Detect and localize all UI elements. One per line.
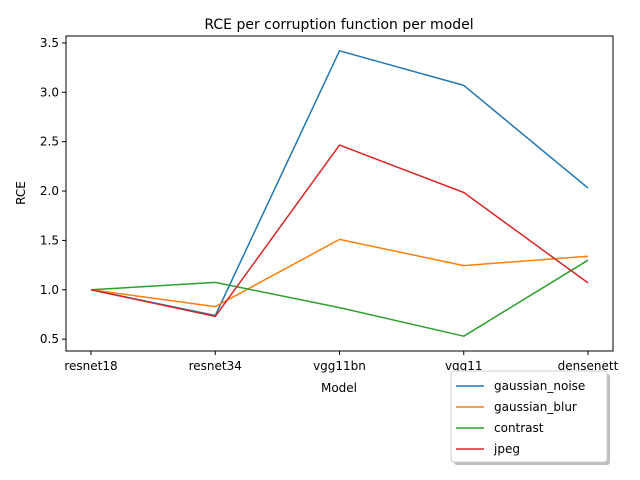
x-axis: resnet18 resnet34 vgg11bn vgg11 densenett — [64, 351, 619, 373]
y-tick-label: 3.0 — [40, 85, 59, 99]
y-tick-label: 2.0 — [40, 184, 59, 198]
legend-label: contrast — [494, 421, 544, 435]
chart-title: RCE per corruption function per model — [204, 17, 473, 33]
series-line-gaussian-noise — [90, 50, 589, 317]
legend: gaussian_noise gaussian_blur contrast jpeg — [450, 370, 610, 465]
series-line-jpeg — [90, 144, 589, 318]
x-tick-label: resnet18 — [64, 359, 117, 373]
y-tick-label: 0.5 — [40, 332, 59, 346]
plot-frame — [65, 35, 614, 352]
legend-label: jpeg — [493, 442, 520, 456]
y-tick-label: 1.0 — [40, 283, 59, 297]
y-tick-label: 2.5 — [40, 135, 59, 149]
x-tick-label: densenett — [558, 359, 619, 373]
series-layer — [90, 50, 589, 337]
x-tick-label: resnet34 — [189, 359, 242, 373]
legend-label: gaussian_blur — [494, 400, 577, 414]
series-line-contrast — [90, 259, 589, 337]
x-tick-label: vgg11bn — [313, 359, 366, 373]
y-tick-label: 1.5 — [40, 233, 59, 247]
x-axis-label: Model — [321, 381, 357, 395]
y-axis: 0.5 1.0 1.5 2.0 2.5 3.0 3.5 — [40, 36, 66, 346]
legend-label: gaussian_noise — [494, 379, 585, 393]
legend-box — [450, 370, 608, 463]
x-tick-label: vgg11 — [445, 359, 483, 373]
series-line-gaussian-blur — [90, 238, 589, 308]
y-tick-label: 3.5 — [40, 36, 59, 50]
y-axis-label: RCE — [14, 181, 28, 205]
